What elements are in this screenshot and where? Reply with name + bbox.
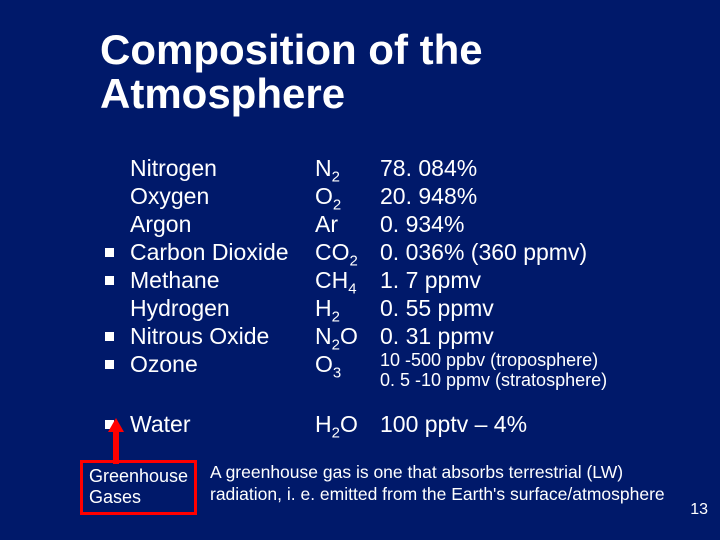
table-row: Nitrous OxideN2O0. 31 ppmv	[105, 323, 607, 351]
table-row: WaterH2O100 pptv – 4%	[105, 411, 607, 439]
gas-name: Nitrous Oxide	[130, 323, 315, 350]
bullet-icon	[105, 211, 130, 237]
table-row: OzoneO310 -500 ppbv (troposphere)0. 5 -1…	[105, 351, 607, 395]
gas-formula: CO2	[315, 239, 380, 266]
bullet-icon	[105, 183, 130, 209]
gas-name: Carbon Dioxide	[130, 239, 315, 266]
gas-name: Oxygen	[130, 183, 315, 210]
greenhouse-arrow-icon	[109, 418, 123, 464]
bullet-icon	[105, 323, 130, 349]
gas-value: 100 pptv – 4%	[380, 411, 527, 438]
gas-formula: H2	[315, 295, 380, 322]
slide-title: Composition of the Atmosphere	[100, 28, 483, 116]
title-line-2: Atmosphere	[100, 72, 483, 116]
gas-value: 0. 31 ppmv	[380, 323, 494, 350]
table-row: Carbon DioxideCO20. 036% (360 ppmv)	[105, 239, 607, 267]
gas-name: Argon	[130, 211, 315, 238]
gas-value: 0. 036% (360 ppmv)	[380, 239, 587, 266]
gas-formula: N2	[315, 155, 380, 182]
gas-value: 20. 948%	[380, 183, 477, 210]
gas-value: 78. 084%	[380, 155, 477, 182]
gas-name: Water	[130, 411, 315, 438]
table-row: OxygenO220. 948%	[105, 183, 607, 211]
gas-formula: O2	[315, 183, 380, 210]
table-row: NitrogenN278. 084%	[105, 155, 607, 183]
gas-formula: O3	[315, 351, 380, 378]
gas-formula: CH4	[315, 267, 380, 294]
bullet-icon	[105, 155, 130, 181]
gg-box-line-1: Greenhouse	[89, 466, 188, 487]
bullet-icon	[105, 239, 130, 265]
definition-line-2: radiation, i. e. emitted from the Earth'…	[210, 484, 710, 506]
gas-value: 0. 55 ppmv	[380, 295, 494, 322]
bullet-icon	[105, 267, 130, 293]
table-row: HydrogenH20. 55 ppmv	[105, 295, 607, 323]
table-row: ArgonAr0. 934%	[105, 211, 607, 239]
gas-name: Nitrogen	[130, 155, 315, 182]
greenhouse-gases-box: Greenhouse Gases	[80, 460, 197, 515]
gas-formula: N2O	[315, 323, 380, 350]
gas-value: 0. 934%	[380, 211, 464, 238]
gas-formula: Ar	[315, 211, 380, 238]
bullet-icon	[105, 351, 130, 377]
greenhouse-definition: A greenhouse gas is one that absorbs ter…	[210, 462, 710, 506]
gas-formula: H2O	[315, 411, 380, 438]
page-number: 13	[690, 501, 708, 519]
composition-table: NitrogenN278. 084%OxygenO220. 948%ArgonA…	[105, 155, 607, 439]
gas-value: 10 -500 ppbv (troposphere)0. 5 -10 ppmv …	[380, 351, 607, 391]
bullet-icon	[105, 295, 130, 321]
definition-line-1: A greenhouse gas is one that absorbs ter…	[210, 462, 710, 484]
gg-box-line-2: Gases	[89, 487, 188, 508]
table-row: MethaneCH41. 7 ppmv	[105, 267, 607, 295]
gas-name: Ozone	[130, 351, 315, 378]
title-line-1: Composition of the	[100, 28, 483, 72]
gas-name: Hydrogen	[130, 295, 315, 322]
gas-name: Methane	[130, 267, 315, 294]
gas-value: 1. 7 ppmv	[380, 267, 481, 294]
